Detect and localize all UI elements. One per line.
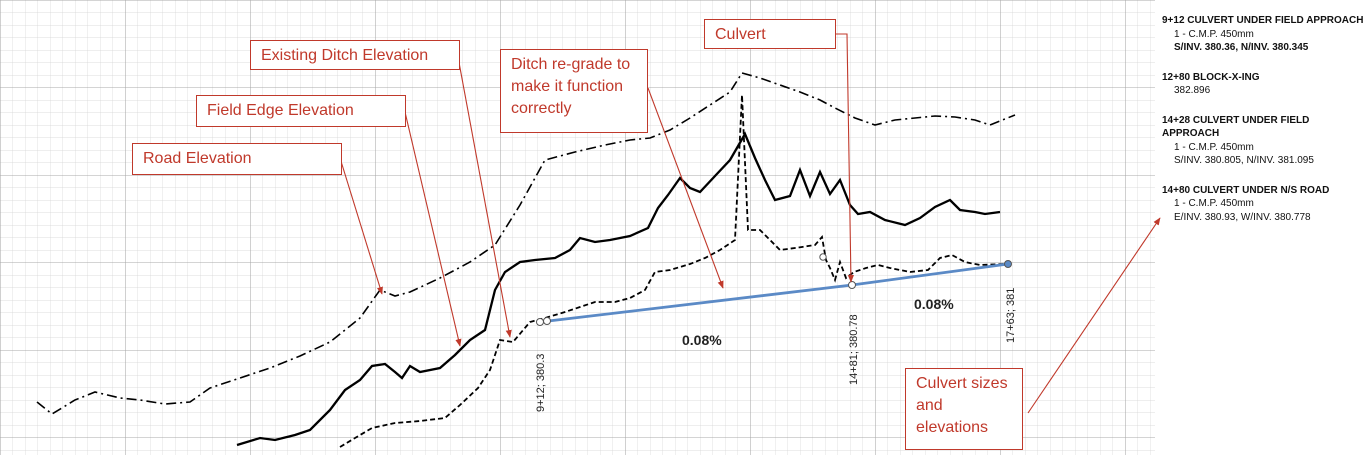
grade-label-2: 0.08%: [914, 296, 954, 312]
callout-road-elevation: Road Elevation: [132, 143, 342, 175]
callout-culvert-sizes: Culvert sizes and elevations: [905, 368, 1023, 450]
arrow-field-edge: [404, 111, 462, 347]
callout-ditch-regrade: Ditch re-grade to make it function corre…: [500, 49, 648, 133]
regrade-end-marker: [1004, 260, 1012, 268]
road-elevation-line: [36, 72, 1016, 415]
arrow-culvert-sizes: [1027, 217, 1161, 414]
note-line: S/INV. 380.36, N/INV. 380.345: [1174, 42, 1309, 53]
note-line: S/INV. 380.805, N/INV. 381.095: [1174, 155, 1314, 166]
note-line: 1 - C.M.P. 450mm: [1174, 141, 1254, 153]
note-14-80: 14+80 CULVERT UNDER N/S ROAD 1 - C.M.P. …: [1162, 184, 1367, 225]
field-edge-elevation-line: [236, 131, 1001, 447]
note-line: 1 - C.M.P. 450mm: [1174, 198, 1254, 209]
note-title: 12+80 BLOCK-X-ING: [1162, 71, 1260, 83]
station-label-9-12: 9+12; 380.3: [535, 354, 547, 412]
note-14-28: 14+28 CULVERT UNDER FIELD APPROACH 1 - C…: [1162, 114, 1367, 168]
note-9-12: 9+12 CULVERT UNDER FIELD APPROACH 1 - C.…: [1162, 14, 1367, 55]
regrade-start-marker: [536, 318, 544, 326]
arrow-road: [339, 157, 383, 295]
note-title: 9+12 CULVERT UNDER FIELD APPROACH: [1162, 15, 1364, 26]
note-line: E/INV. 380.93, W/INV. 380.778: [1174, 211, 1311, 223]
note-title: 14+80 CULVERT UNDER N/S ROAD: [1162, 184, 1330, 196]
regrade-start-marker-2: [543, 317, 551, 325]
arrow-culvert: [836, 33, 854, 283]
station-label-14-81: 14+81; 380.78: [848, 314, 860, 385]
existing-ditch-elevation-line: [339, 94, 1006, 448]
callout-field-edge-elevation: Field Edge Elevation: [196, 95, 406, 127]
note-line: 1 - C.M.P. 450mm: [1174, 28, 1254, 40]
culvert-marker-2: [819, 253, 827, 261]
note-title: 14+28 CULVERT UNDER FIELD APPROACH: [1162, 114, 1310, 140]
arrow-regrade: [647, 87, 724, 289]
note-12-80: 12+80 BLOCK-X-ING 382.896: [1162, 71, 1367, 98]
callout-existing-ditch-elevation: Existing Ditch Elevation: [250, 40, 460, 70]
arrow-existing-ditch: [457, 56, 512, 338]
note-line: 382.896: [1174, 85, 1211, 96]
callout-culvert: Culvert: [704, 19, 836, 49]
station-label-17-63: 17+63; 381: [1005, 288, 1017, 343]
culvert-marker: [848, 281, 856, 289]
culvert-notes: 9+12 CULVERT UNDER FIELD APPROACH 1 - C.…: [1162, 14, 1367, 240]
grade-label-1: 0.08%: [682, 332, 722, 348]
